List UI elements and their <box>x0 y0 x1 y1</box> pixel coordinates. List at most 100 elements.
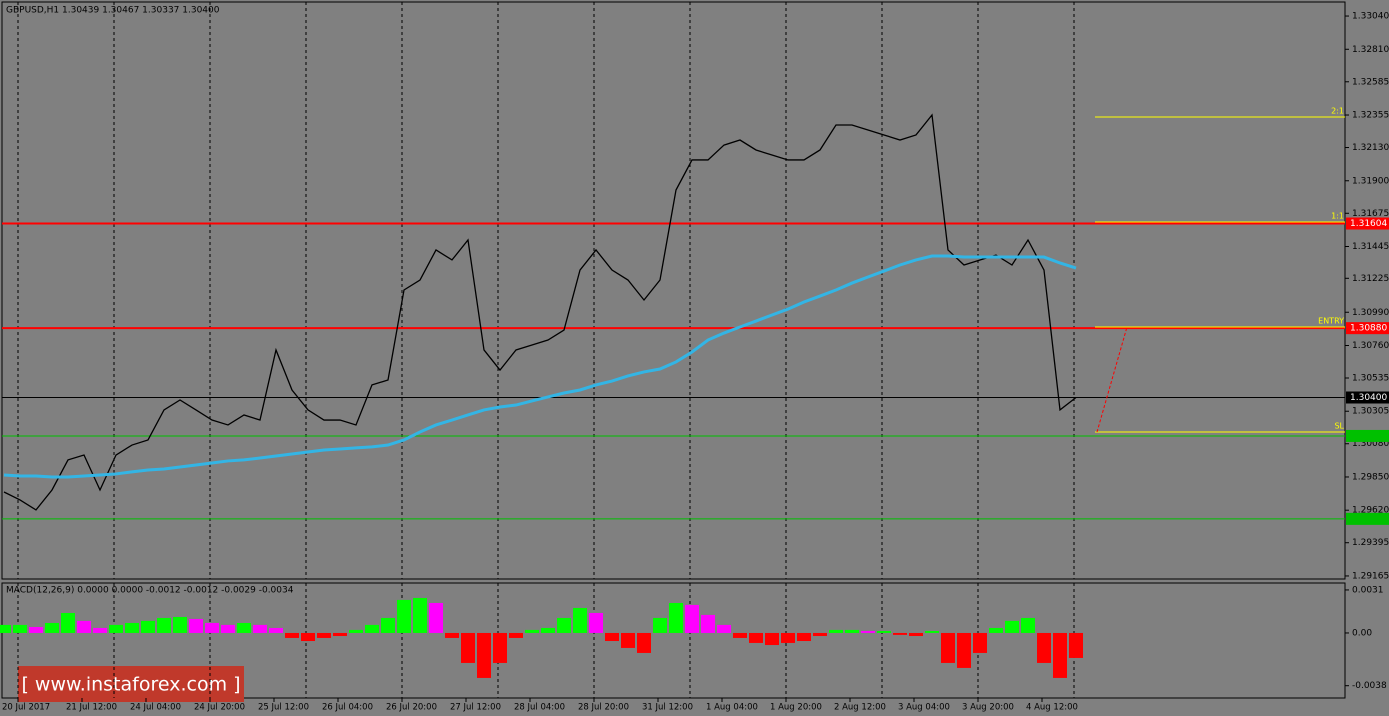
macd-bar <box>989 627 1003 633</box>
level-tag <box>1346 429 1389 442</box>
macd-bar <box>669 602 683 633</box>
x-tick-label: 28 Jul 04:00 <box>514 703 565 713</box>
symbol-header: GBPUSD,H1 1.30439 1.30467 1.30337 1.3040… <box>6 6 220 16</box>
macd-bar <box>125 622 139 633</box>
macd-bar <box>589 612 603 633</box>
macd-bar <box>861 631 875 633</box>
macd-bar <box>541 627 555 633</box>
macd-bar <box>13 624 27 633</box>
macd-bar <box>0 624 11 633</box>
x-tick-label: 1 Aug 04:00 <box>706 703 758 713</box>
macd-bar <box>157 617 171 633</box>
target-label: ENTRY <box>1318 316 1344 325</box>
x-tick-label: 2 Aug 12:00 <box>834 703 886 713</box>
x-tick-label: 26 Jul 20:00 <box>386 703 437 713</box>
level-tag <box>1346 512 1389 525</box>
macd-bar <box>77 620 91 633</box>
macd-bar <box>781 632 795 643</box>
macd-bar <box>461 632 475 663</box>
watermark: [ www.instaforex.com ] <box>21 674 240 696</box>
macd-bar <box>109 624 123 633</box>
macd-bar <box>765 632 779 646</box>
x-tick-label: 3 Aug 20:00 <box>962 703 1014 713</box>
macd-bar <box>1037 632 1051 663</box>
macd-bar <box>61 612 75 633</box>
macd-bar <box>1053 632 1067 678</box>
x-tick-label: 28 Jul 20:00 <box>578 703 629 713</box>
macd-bar <box>845 629 859 633</box>
macd-bar <box>173 617 187 633</box>
macd-bar <box>621 632 635 648</box>
macd-bar <box>413 597 427 633</box>
y-tick-label: 1.31900 <box>1352 176 1389 186</box>
y-tick-label: 1.30760 <box>1352 341 1389 351</box>
x-tick-label: 31 Jul 12:00 <box>642 703 693 713</box>
macd-bar <box>397 599 411 633</box>
y-tick-label: 1.32810 <box>1352 45 1389 55</box>
macd-bar <box>253 624 267 633</box>
macd-bar <box>941 632 955 663</box>
target-label: SL <box>1334 422 1344 431</box>
macd-bar <box>925 631 939 633</box>
target-label: 2:1 <box>1331 107 1344 116</box>
macd-bar <box>877 631 891 633</box>
level-tag <box>1346 217 1389 230</box>
x-tick-label: 21 Jul 12:00 <box>66 703 117 713</box>
macd-bar <box>301 632 315 642</box>
macd-bar <box>797 632 811 642</box>
macd-bar <box>829 629 843 633</box>
y-tick-label: 1.29395 <box>1352 538 1389 548</box>
macd-bar <box>573 607 587 633</box>
macd-bar <box>205 622 219 633</box>
macd-bar <box>1021 617 1035 633</box>
macd-bar <box>957 632 971 668</box>
macd-bar <box>909 632 923 637</box>
macd-bar <box>349 629 363 633</box>
macd-bar <box>637 632 651 653</box>
macd-bar <box>333 632 347 637</box>
level-label: 1.30880 <box>1350 324 1387 334</box>
target-label: 1:1 <box>1331 211 1344 220</box>
x-tick-label: 1 Aug 20:00 <box>770 703 822 713</box>
y-tick-label: 1.32355 <box>1352 111 1389 121</box>
macd-header: MACD(12,26,9) 0.0000 0.0000 -0.0012 -0.0… <box>6 586 294 596</box>
level-tag <box>1346 391 1389 404</box>
macd-bar <box>429 602 443 633</box>
macd-bar <box>1005 620 1019 633</box>
x-tick-label: 20 Jul 2017 <box>2 703 50 713</box>
macd-bar <box>45 622 59 633</box>
macd-panel <box>1 582 1346 699</box>
macd-bar <box>29 626 43 633</box>
price-panel <box>1 1 1346 580</box>
macd-bar <box>701 614 715 633</box>
y-tick-label: 1.30305 <box>1352 407 1389 417</box>
y-tick-label: 1.30080 <box>1352 439 1389 449</box>
macd-bar <box>557 617 571 633</box>
macd-bar <box>653 617 667 633</box>
macd-bar <box>525 629 539 633</box>
macd-bar <box>685 604 699 633</box>
projection <box>1096 326 1128 433</box>
level-label: 1.31604 <box>1350 219 1387 229</box>
macd-bar <box>605 632 619 642</box>
moving-average <box>3 254 1077 479</box>
y-tick-label: 0.00 <box>1352 628 1372 638</box>
watermark-box <box>18 666 244 702</box>
x-tick-label: 27 Jul 12:00 <box>450 703 501 713</box>
y-tick-label: 1.31445 <box>1352 242 1389 252</box>
x-tick-label: 4 Aug 12:00 <box>1026 703 1078 713</box>
macd-bar <box>269 627 283 633</box>
y-tick-label: 1.31675 <box>1352 209 1389 219</box>
macd-bar <box>221 624 235 633</box>
y-tick-label: 1.32585 <box>1352 77 1389 87</box>
y-tick-label: 1.31225 <box>1352 274 1389 284</box>
y-tick-label: 1.29620 <box>1352 506 1389 516</box>
y-tick-label: 1.32130 <box>1352 143 1389 153</box>
macd-bar <box>285 632 299 638</box>
macd-bar <box>445 632 459 638</box>
level-tag <box>1346 322 1389 335</box>
macd-bar <box>381 617 395 633</box>
macd-bar <box>813 632 827 637</box>
